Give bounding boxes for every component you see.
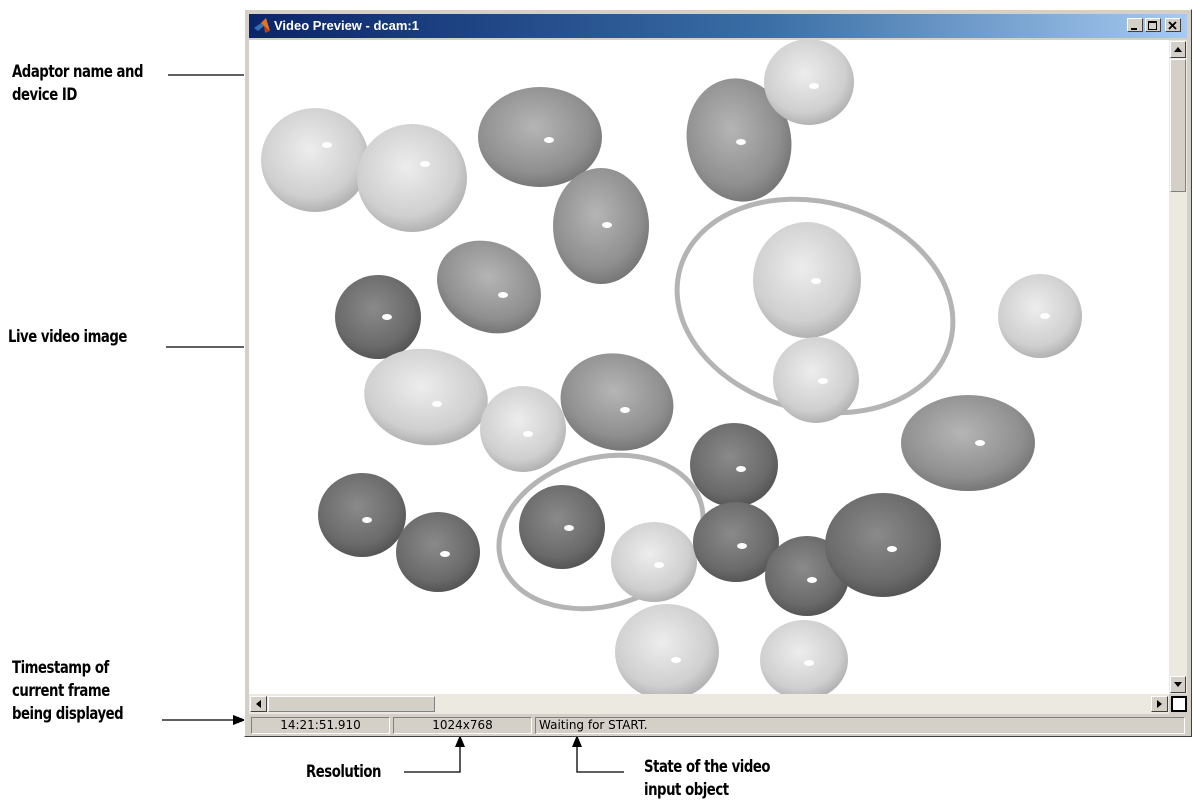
timestamp-arrowhead — [233, 715, 246, 725]
resolution-leader-line — [404, 742, 461, 773]
bean — [753, 222, 861, 338]
state-field: Waiting for START. — [535, 717, 1185, 734]
scrollbar-corner — [1169, 694, 1187, 714]
bean — [615, 604, 719, 694]
arrow-down-icon — [1174, 682, 1182, 687]
state-arrowhead — [572, 735, 582, 747]
arrow-up-icon — [1174, 47, 1182, 52]
maximize-button[interactable] — [1145, 18, 1161, 32]
minimize-button[interactable] — [1127, 18, 1143, 32]
resolution-arrowhead — [455, 735, 465, 747]
bean — [998, 274, 1082, 358]
bean — [611, 522, 697, 602]
horizontal-scroll-thumb[interactable] — [268, 696, 435, 712]
scroll-left-button[interactable] — [250, 696, 267, 712]
bean — [560, 353, 674, 451]
bean — [396, 512, 480, 592]
bean — [261, 108, 369, 212]
video-viewport — [249, 40, 1187, 714]
bean — [686, 78, 792, 202]
status-bar: 14:21:51.910 1024x768 Waiting for START. — [249, 716, 1187, 735]
annotation-resolution: Resolution — [306, 762, 381, 782]
matlab-logo-icon — [254, 18, 270, 33]
bean — [318, 473, 406, 557]
bean — [764, 40, 854, 125]
scroll-right-button[interactable] — [1151, 696, 1168, 712]
bean — [693, 502, 779, 582]
scroll-up-button[interactable] — [1170, 41, 1186, 58]
bean — [825, 493, 941, 597]
title-bar[interactable]: Video Preview - dcam:1 — [249, 14, 1187, 38]
bean — [437, 240, 541, 334]
bean — [690, 423, 778, 507]
maximize-icon — [1148, 21, 1157, 30]
annotation-adaptor-name: Adaptor name and device ID — [12, 62, 144, 105]
vertical-scroll-thumb[interactable] — [1170, 59, 1186, 192]
scroll-down-button[interactable] — [1170, 676, 1186, 693]
bean — [478, 87, 602, 187]
bean — [519, 485, 605, 569]
horizontal-scrollbar[interactable] — [249, 694, 1169, 714]
bean — [553, 168, 649, 284]
arrow-left-icon — [256, 700, 261, 708]
bean — [480, 386, 566, 472]
window-title: Video Preview - dcam:1 — [274, 18, 419, 33]
timestamp-field: 14:21:51.910 — [251, 717, 390, 734]
arrow-right-icon — [1157, 700, 1162, 708]
video-preview-window: Video Preview - dcam:1 — [244, 9, 1192, 737]
bean — [335, 275, 421, 359]
annotation-live-video: Live video image — [8, 327, 127, 347]
bean — [901, 395, 1035, 491]
resize-grip-icon[interactable] — [1171, 696, 1187, 712]
close-icon — [1168, 21, 1177, 30]
vertical-scrollbar[interactable] — [1169, 40, 1187, 694]
resolution-field: 1024x768 — [393, 717, 532, 734]
annotation-state: State of the video input object — [644, 757, 771, 800]
live-video-image — [261, 40, 1082, 694]
bean — [364, 348, 488, 446]
bean — [357, 124, 467, 232]
annotation-timestamp: Timestamp of current frame being display… — [12, 658, 124, 724]
bean — [760, 620, 848, 694]
minimize-icon — [1131, 28, 1137, 30]
bean — [773, 337, 859, 423]
rubber-band — [496, 452, 706, 612]
close-button[interactable] — [1165, 18, 1181, 32]
state-leader-line — [576, 742, 624, 773]
